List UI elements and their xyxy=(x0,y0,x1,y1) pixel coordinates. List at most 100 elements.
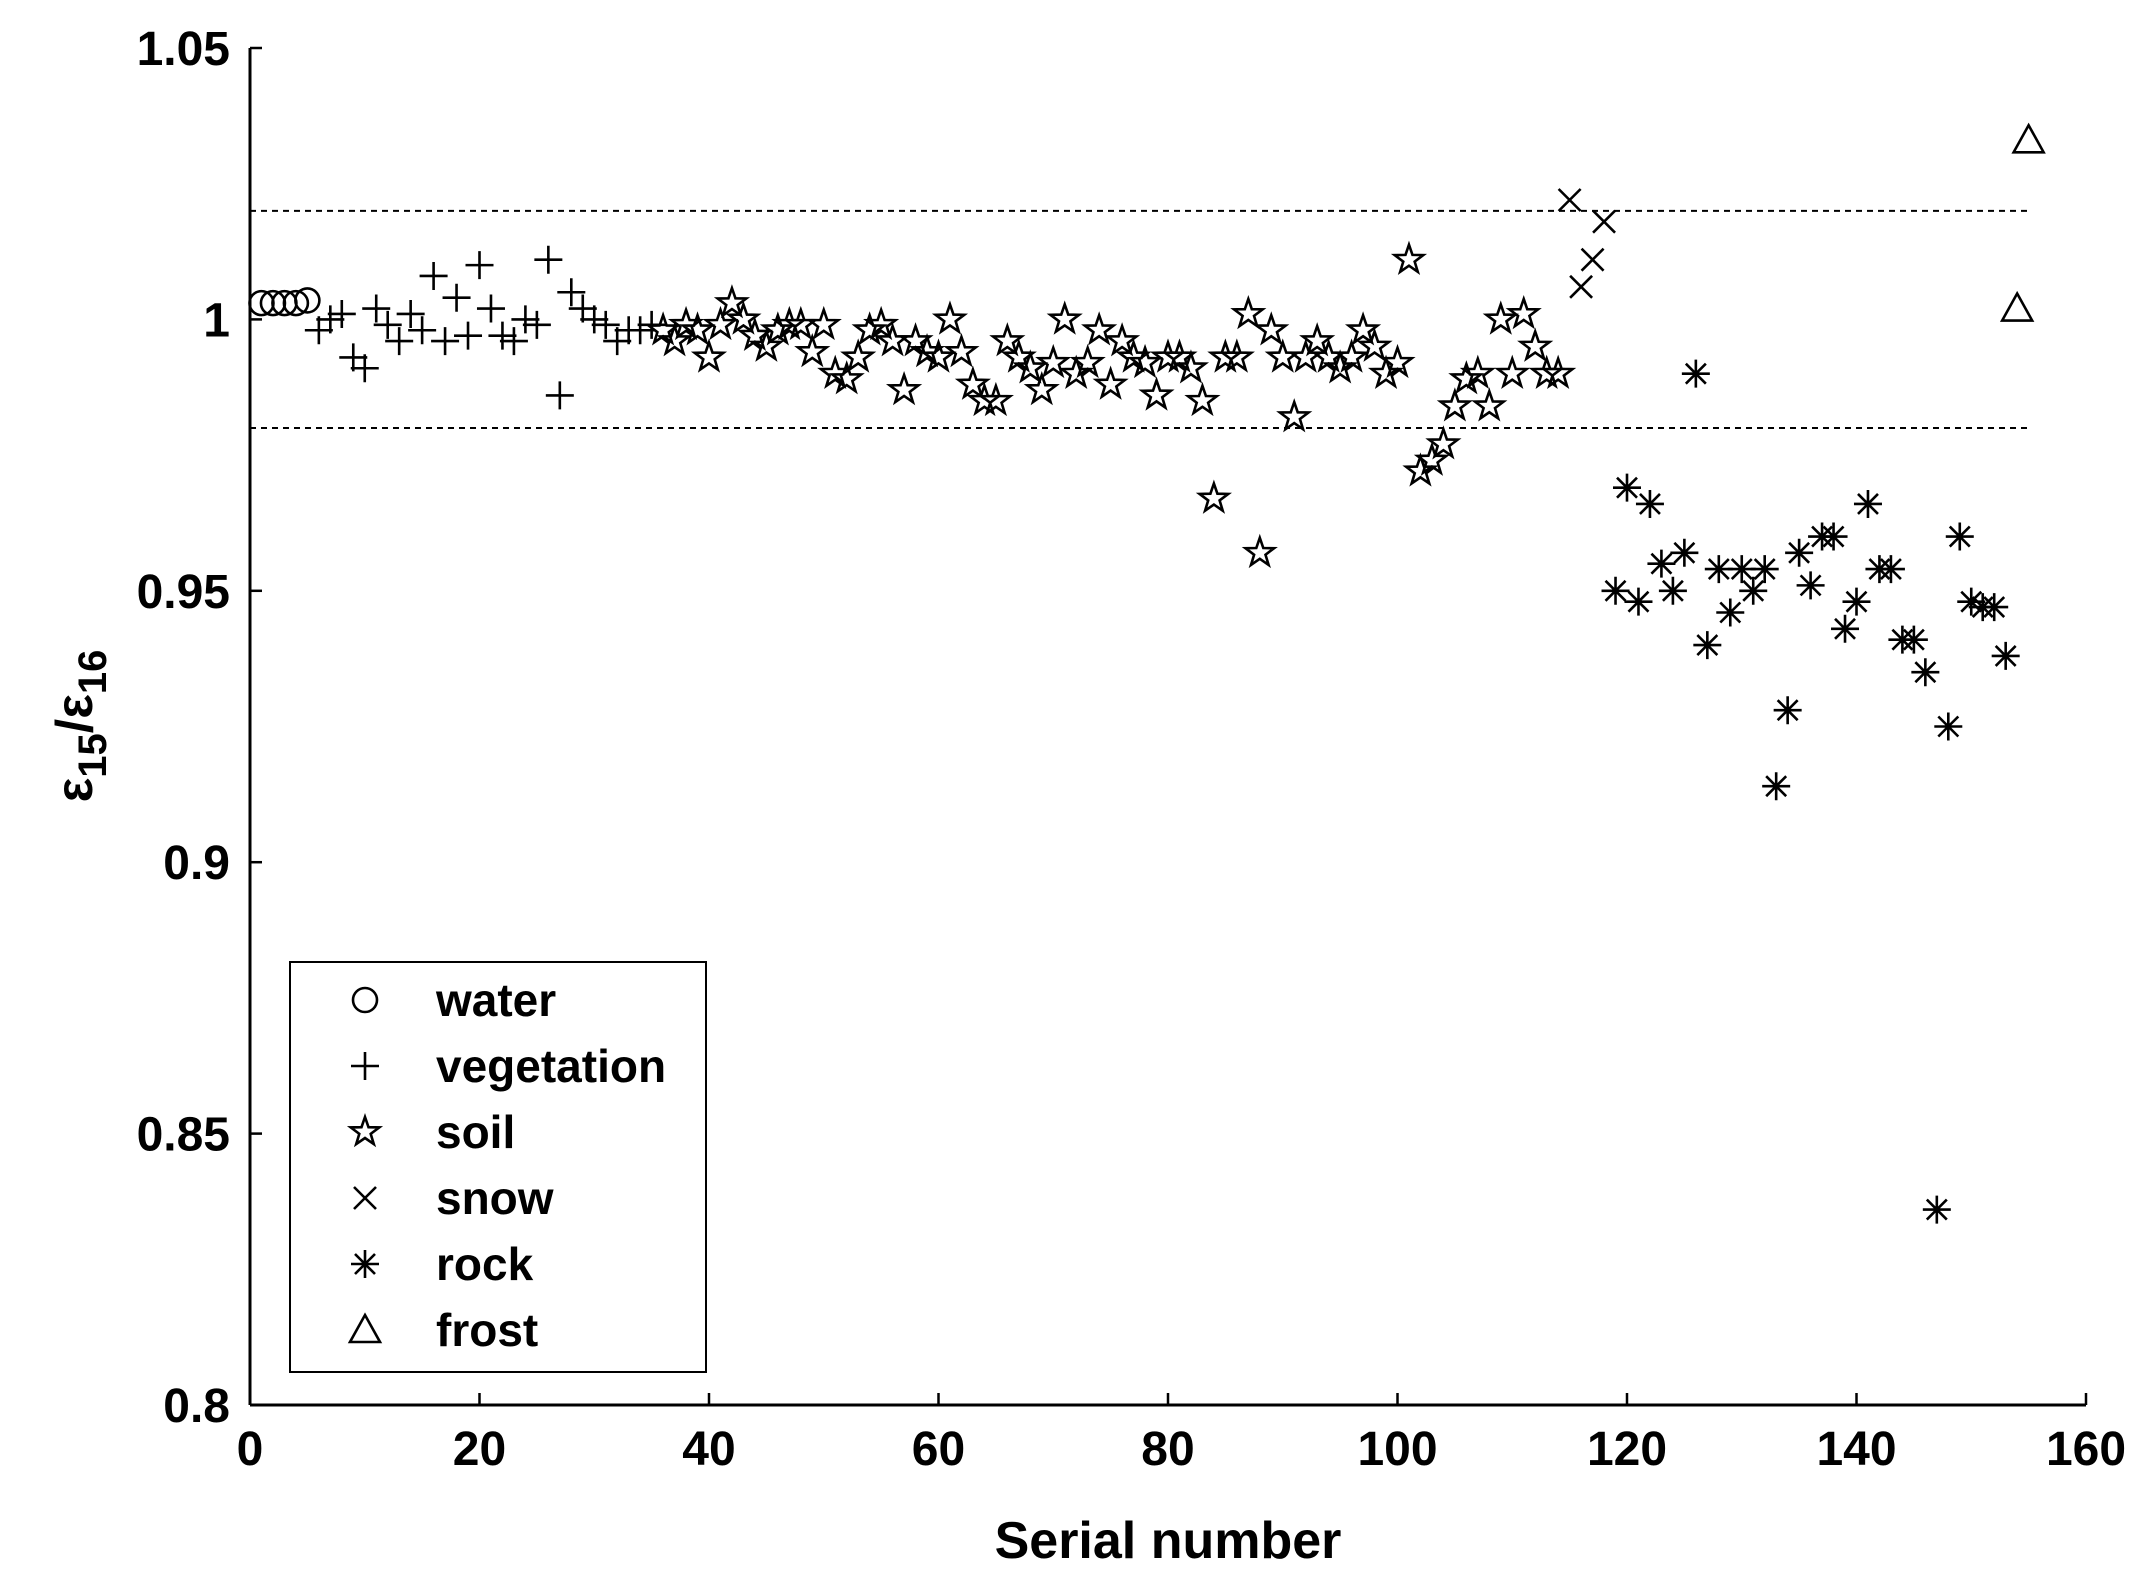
legend-item-vegetation: vegetation xyxy=(349,1040,666,1092)
x-tick-label: 140 xyxy=(1816,1423,1896,1476)
point-vegetation xyxy=(326,298,358,330)
y-axis-title-sub-2: 16 xyxy=(71,650,115,695)
legend-label: water xyxy=(435,974,556,1026)
y-tick-label: 0.85 xyxy=(137,1109,230,1162)
point-rock xyxy=(1933,711,1964,742)
point-rock xyxy=(1921,1194,1953,1225)
point-vegetation xyxy=(475,293,507,324)
point-soil xyxy=(1186,384,1219,415)
legend-label: snow xyxy=(436,1172,554,1224)
point-soil xyxy=(1473,389,1505,420)
point-rock xyxy=(1680,358,1712,389)
point-rock xyxy=(1749,553,1780,585)
point-vegetation xyxy=(555,276,587,308)
point-vegetation xyxy=(487,320,518,351)
legend-label: rock xyxy=(436,1238,534,1290)
point-rock xyxy=(1714,597,1746,628)
point-rock xyxy=(1772,694,1803,726)
y-axis-title-text: ε15/ε16 xyxy=(46,650,115,803)
legend-item-frost: frost xyxy=(348,1304,538,1356)
point-soil xyxy=(1244,536,1276,567)
point-soil xyxy=(1049,303,1081,333)
point-vegetation xyxy=(533,244,564,275)
point-rock xyxy=(1875,553,1907,585)
legend-item-rock: rock xyxy=(349,1238,534,1290)
y-tick-label: 0.9 xyxy=(163,837,230,890)
point-rock xyxy=(1634,488,1666,520)
point-frost xyxy=(2000,292,2034,322)
point-soil xyxy=(1278,400,1310,431)
point-soil xyxy=(1255,313,1287,344)
point-rock xyxy=(1657,575,1689,607)
legend-label: frost xyxy=(436,1304,538,1356)
point-soil xyxy=(1462,357,1494,388)
point-soil xyxy=(1370,357,1402,388)
point-soil xyxy=(693,341,725,371)
legend-label: soil xyxy=(436,1106,515,1158)
point-rock xyxy=(1852,488,1884,520)
point-snow xyxy=(1557,187,1582,213)
point-vegetation xyxy=(498,325,530,357)
point-soil xyxy=(1060,357,1092,388)
y-tick-label: 0.95 xyxy=(137,566,230,619)
point-vegetation xyxy=(464,249,495,281)
point-soil xyxy=(1404,455,1437,485)
point-soil xyxy=(1439,389,1471,420)
point-rock xyxy=(1611,472,1643,503)
point-soil xyxy=(658,324,691,355)
x-tick-label: 40 xyxy=(682,1423,735,1476)
legend-item-soil: soil xyxy=(349,1106,515,1158)
point-rock xyxy=(1692,629,1723,661)
y-tick-label: 1.05 xyxy=(137,23,230,76)
point-soil xyxy=(1175,351,1207,382)
x-tick-label: 20 xyxy=(453,1423,506,1476)
point-rock xyxy=(1623,586,1654,617)
point-rock xyxy=(1978,591,2010,623)
point-frost xyxy=(2012,123,2045,154)
point-vegetation xyxy=(441,282,472,313)
point-soil xyxy=(1519,330,1551,360)
point-soil xyxy=(750,330,782,360)
legend: water vegetation soil snow rock frost xyxy=(289,961,707,1373)
point-rock xyxy=(1829,613,1861,645)
point-soil xyxy=(1198,482,1230,512)
point-rock xyxy=(1818,521,1849,552)
point-soil xyxy=(1095,368,1127,398)
point-vegetation xyxy=(360,293,392,324)
point-rock xyxy=(1737,575,1769,607)
x-tick-label: 80 xyxy=(1141,1423,1194,1476)
point-soil xyxy=(1290,341,1322,371)
point-soil xyxy=(876,324,909,355)
point-vegetation xyxy=(418,260,449,292)
point-soil xyxy=(808,308,840,339)
x-tick-label: 100 xyxy=(1357,1423,1437,1476)
point-soil xyxy=(1496,357,1528,388)
y-axis-title-base-1: ε xyxy=(46,778,104,803)
point-soil xyxy=(1026,373,1058,404)
x-tick-label: 160 xyxy=(2046,1423,2126,1476)
point-snow xyxy=(1580,247,1605,272)
point-soil xyxy=(888,373,920,404)
x-tick-label: 60 xyxy=(912,1423,965,1476)
x-tick-label: 120 xyxy=(1587,1423,1667,1476)
point-rock xyxy=(1841,586,1872,617)
y-axis-title: ε15/ε16 xyxy=(46,650,115,803)
y-axis-title-base-2: ε xyxy=(46,694,104,719)
point-vegetation xyxy=(510,304,541,335)
y-axis-ticks: 0.8 0.85 0.9 0.95 1 1.05 xyxy=(137,23,262,1433)
x-tick-label: 0 xyxy=(237,1423,264,1476)
legend-box xyxy=(289,961,707,1373)
point-snow xyxy=(1591,209,1617,234)
point-rock xyxy=(1898,624,1930,655)
point-rock xyxy=(1795,570,1826,601)
point-soil xyxy=(1232,297,1264,328)
point-soil xyxy=(1508,297,1540,328)
point-soil xyxy=(1140,379,1173,409)
point-vegetation xyxy=(452,320,484,351)
x-axis-title: Serial number xyxy=(995,1512,1342,1570)
point-vegetation xyxy=(590,309,622,341)
point-soil xyxy=(796,335,828,366)
point-rock xyxy=(1760,770,1792,802)
point-snow xyxy=(1568,274,1594,300)
